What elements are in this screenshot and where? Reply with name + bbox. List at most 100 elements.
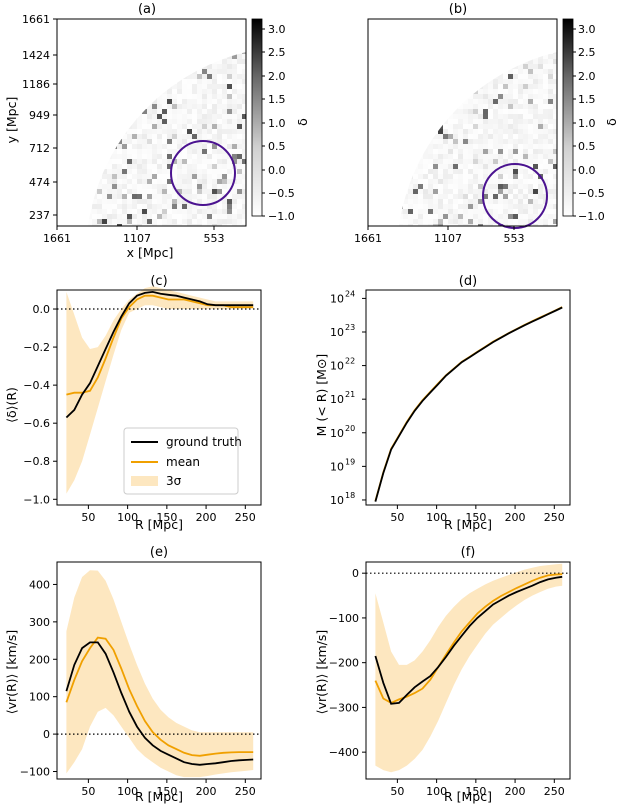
density-cell xyxy=(72,64,77,69)
density-cell xyxy=(473,179,478,184)
density-cell xyxy=(498,154,503,159)
density-cell xyxy=(478,74,483,79)
density-cell xyxy=(217,184,222,189)
density-cell xyxy=(212,219,217,224)
density-cell xyxy=(67,69,72,74)
density-cell xyxy=(388,129,393,134)
density-cell xyxy=(513,224,518,226)
density-cell xyxy=(117,169,122,174)
density-cell xyxy=(438,34,443,39)
density-cell xyxy=(443,204,448,209)
density-cell xyxy=(438,84,443,89)
density-cell xyxy=(528,59,533,64)
density-cell xyxy=(443,144,448,149)
density-cell xyxy=(373,69,378,74)
density-cell xyxy=(483,44,488,49)
density-cell xyxy=(388,119,393,124)
density-cell xyxy=(393,69,398,74)
density-cell xyxy=(523,124,528,129)
density-cell xyxy=(393,89,398,94)
density-cell xyxy=(237,154,242,159)
density-cell xyxy=(122,84,127,89)
density-cell xyxy=(167,199,172,204)
x-tick-label: 50 xyxy=(390,511,404,524)
density-cell xyxy=(488,84,493,89)
density-cell xyxy=(468,44,473,49)
density-cell xyxy=(513,39,518,44)
x-axis-label-f: R [Mpc] xyxy=(444,789,492,804)
density-cell xyxy=(117,54,122,59)
density-cell xyxy=(97,129,102,134)
density-cell xyxy=(498,39,503,44)
density-cell xyxy=(513,214,518,219)
density-cell xyxy=(157,59,162,64)
density-cell xyxy=(147,209,152,214)
density-cell xyxy=(217,89,222,94)
density-cell xyxy=(137,79,142,84)
density-cell xyxy=(418,194,423,199)
density-cell xyxy=(157,219,162,224)
density-cell xyxy=(438,214,443,219)
density-cell xyxy=(192,104,197,109)
density-cell xyxy=(518,44,523,49)
density-cell xyxy=(423,64,428,69)
density-cell xyxy=(182,154,187,159)
density-cell xyxy=(443,169,448,174)
density-cell xyxy=(448,179,453,184)
density-cell xyxy=(503,19,508,24)
density-cell xyxy=(167,89,172,94)
density-cell xyxy=(107,154,112,159)
density-cell xyxy=(408,64,413,69)
density-cell xyxy=(212,19,217,24)
panel-e-title: (e) xyxy=(150,545,168,560)
density-cell xyxy=(82,54,87,59)
density-cell xyxy=(237,134,242,139)
density-cell xyxy=(553,179,557,184)
density-cell xyxy=(533,139,538,144)
density-cell xyxy=(368,219,373,224)
density-cell xyxy=(77,129,82,134)
density-cell xyxy=(207,199,212,204)
series-line-ground-truth xyxy=(65,641,254,766)
density-cell xyxy=(538,144,543,149)
density-cell xyxy=(72,179,77,184)
density-cell xyxy=(443,54,448,59)
density-cell xyxy=(72,69,77,74)
density-cell xyxy=(393,34,398,39)
density-cell xyxy=(97,144,102,149)
density-cell xyxy=(493,134,498,139)
density-cell xyxy=(88,69,92,74)
density-cell xyxy=(62,199,67,204)
density-cell xyxy=(197,184,202,189)
density-cell xyxy=(172,214,177,219)
density-cell xyxy=(192,19,197,24)
y-tick-label: 949 xyxy=(29,109,50,122)
density-cell xyxy=(498,129,503,134)
density-cell xyxy=(423,204,428,209)
density-cell xyxy=(373,114,378,119)
density-cell xyxy=(373,24,378,29)
density-cell xyxy=(408,39,413,44)
density-cell xyxy=(453,94,458,99)
density-cell xyxy=(388,164,393,169)
density-cell xyxy=(172,224,177,226)
density-cell xyxy=(207,169,212,174)
density-cell xyxy=(368,94,373,99)
density-cell xyxy=(217,24,222,29)
density-cell xyxy=(112,69,117,74)
density-cell xyxy=(478,189,483,194)
density-cell xyxy=(443,189,448,194)
density-cell xyxy=(172,164,177,169)
density-cell xyxy=(72,164,77,169)
density-cell xyxy=(383,149,388,154)
density-cell xyxy=(513,204,518,209)
density-cell xyxy=(408,19,413,24)
density-cell xyxy=(458,94,463,99)
density-cell xyxy=(399,52,403,54)
density-cell xyxy=(222,179,227,184)
density-cell xyxy=(433,44,438,49)
x-tick-label: 150 xyxy=(465,511,486,524)
density-cell xyxy=(418,149,423,154)
density-cell xyxy=(122,119,127,124)
density-cell xyxy=(97,114,102,119)
